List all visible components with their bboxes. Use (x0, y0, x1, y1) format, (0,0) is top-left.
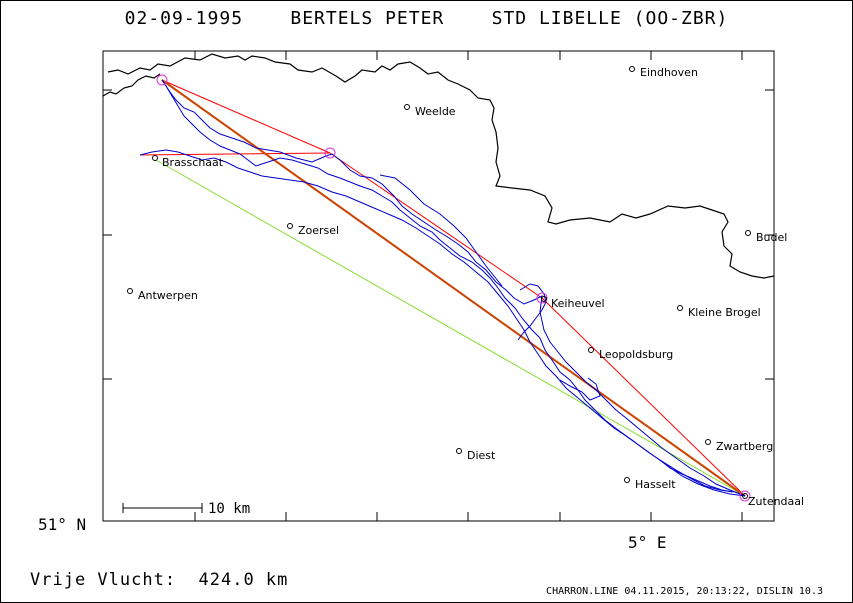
alt-leg-line (155, 159, 746, 497)
longitude-label: 5° E (628, 533, 667, 552)
city-label-keiheuvel: Keiheuvel (551, 297, 605, 310)
city-marker (629, 66, 635, 72)
coast-line (102, 73, 161, 97)
main-leg-line (161, 79, 746, 497)
city-label-zoersel: Zoersel (298, 224, 339, 237)
city-label-zwartberg: Zwartberg (716, 440, 773, 453)
gps-track (139, 79, 746, 497)
city-label-weelde: Weelde (415, 105, 456, 118)
city-label-eindhoven: Eindhoven (640, 66, 698, 79)
city-label-brasschaat: Brasschaat (162, 156, 224, 169)
city-marker (152, 155, 158, 161)
city-label-leopoldsburg: Leopoldsburg (599, 348, 673, 361)
task-lines (139, 79, 746, 497)
city-marker (404, 104, 410, 110)
city-marker (287, 223, 293, 229)
city-label-antwerpen: Antwerpen (138, 289, 198, 302)
free-flight-distance: Vrije Vlucht: 424.0 km (30, 570, 289, 590)
city-marker (745, 230, 751, 236)
axis-ticks (103, 51, 774, 521)
city-label-hasselt: Hasselt (635, 478, 676, 491)
city-label-kleine-brogel: Kleine Brogel (688, 306, 761, 319)
city-marker (624, 477, 630, 483)
city-marker (456, 448, 462, 454)
city-marker (588, 347, 594, 353)
turnpoints (156, 74, 751, 502)
render-credit: CHARRON.LINE 04.11.2015, 20:13:22, DISLI… (546, 586, 823, 597)
city-marker (677, 305, 683, 311)
scale-bar (122, 503, 203, 513)
city-marker (541, 296, 547, 302)
city-marker (127, 288, 133, 294)
city-label-diest: Diest (467, 449, 496, 462)
city-marker (705, 439, 711, 445)
scale-bar-label: 10 km (208, 501, 250, 517)
city-markers: Eindhoven Weelde Brasschaat Zoersel Bude… (127, 66, 804, 508)
flight-title: 02-09-1995 BERTELS PETER STD LIBELLE (OO… (124, 8, 729, 29)
city-label-zutendaal: Zutendaal (748, 495, 804, 508)
country-border (107, 53, 775, 279)
latitude-label: 51° N (38, 515, 86, 534)
city-marker (742, 493, 748, 499)
city-label-budel: Budel (756, 231, 787, 244)
map-border (102, 50, 775, 522)
